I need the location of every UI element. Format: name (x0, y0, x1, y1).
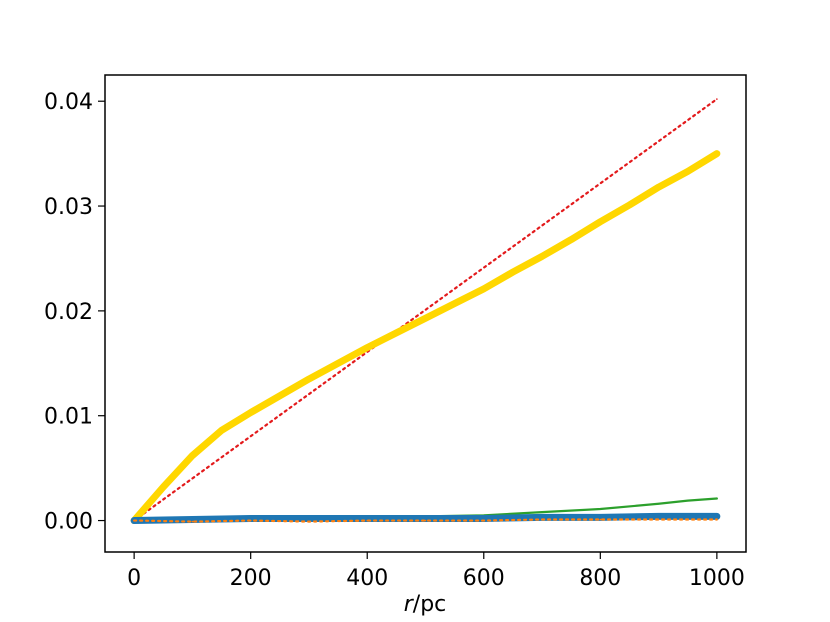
data-point (657, 515, 660, 518)
x-axis: 0 200 400 600 800 1000 (127, 552, 745, 591)
y-tick-label: 0.00 (44, 510, 93, 535)
x-tick-label: 0 (127, 566, 141, 591)
data-point (599, 220, 602, 223)
data-point (482, 519, 485, 522)
x-axis-title-italic: r (404, 592, 415, 617)
data-point (657, 186, 660, 188)
data-point (191, 454, 194, 457)
plot-frame (104, 74, 747, 553)
y-tick-label: 0.03 (44, 195, 93, 220)
data-point (395, 332, 398, 334)
data-point (424, 517, 427, 520)
data-point (716, 98, 718, 100)
data-point (628, 204, 631, 206)
data-point (279, 394, 281, 397)
data-point (366, 519, 369, 522)
data-point (599, 508, 602, 510)
data-point (249, 517, 252, 520)
data-point (541, 255, 543, 258)
y-axis: 0.00 0.01 0.02 0.03 0.04 (44, 90, 105, 535)
y-tick-label: 0.04 (44, 90, 93, 115)
x-axis-title: r/pc (404, 592, 447, 617)
x-tick-label: 400 (346, 566, 388, 591)
data-point (366, 517, 369, 520)
x-tick-label: 200 (230, 566, 272, 591)
data-point (337, 362, 339, 365)
data-point (657, 518, 660, 521)
data-point (541, 516, 543, 519)
data-point (541, 511, 543, 513)
x-tick-label: 1000 (689, 566, 745, 591)
x-tick-label: 600 (463, 566, 505, 591)
series-line (133, 518, 718, 523)
data-point (541, 518, 543, 521)
data-point (716, 152, 718, 155)
data-point (570, 238, 572, 241)
x-tick-label: 800 (579, 566, 621, 591)
data-point (191, 520, 194, 523)
data-point (308, 378, 310, 380)
x-axis-title-unit: /pc (413, 592, 446, 617)
series-layer (130, 98, 721, 525)
data-point (512, 271, 514, 273)
series-line (133, 98, 718, 522)
data-point (249, 519, 252, 522)
data-point (308, 520, 310, 523)
series-3 (130, 512, 721, 525)
data-point (191, 518, 194, 521)
series-line (130, 150, 721, 525)
data-point (308, 517, 310, 520)
series-1 (130, 150, 721, 525)
data-point (716, 518, 718, 521)
data-point (162, 486, 165, 488)
data-point (716, 497, 718, 500)
data-point (424, 317, 427, 320)
data-point (686, 499, 689, 502)
data-point (133, 519, 135, 522)
series-0 (133, 98, 718, 522)
data-point (686, 170, 689, 173)
series-4 (133, 518, 718, 523)
data-point (599, 518, 602, 521)
data-point (453, 302, 456, 305)
data-point (366, 346, 369, 349)
y-tick-label: 0.02 (44, 300, 93, 325)
data-point (249, 411, 252, 414)
data-point (220, 429, 223, 432)
y-tick-label: 0.01 (44, 405, 93, 430)
data-point (482, 288, 485, 290)
data-point (482, 517, 485, 520)
data-point (599, 516, 602, 519)
data-point (424, 519, 427, 522)
data-point (716, 515, 718, 518)
data-point (657, 502, 660, 505)
